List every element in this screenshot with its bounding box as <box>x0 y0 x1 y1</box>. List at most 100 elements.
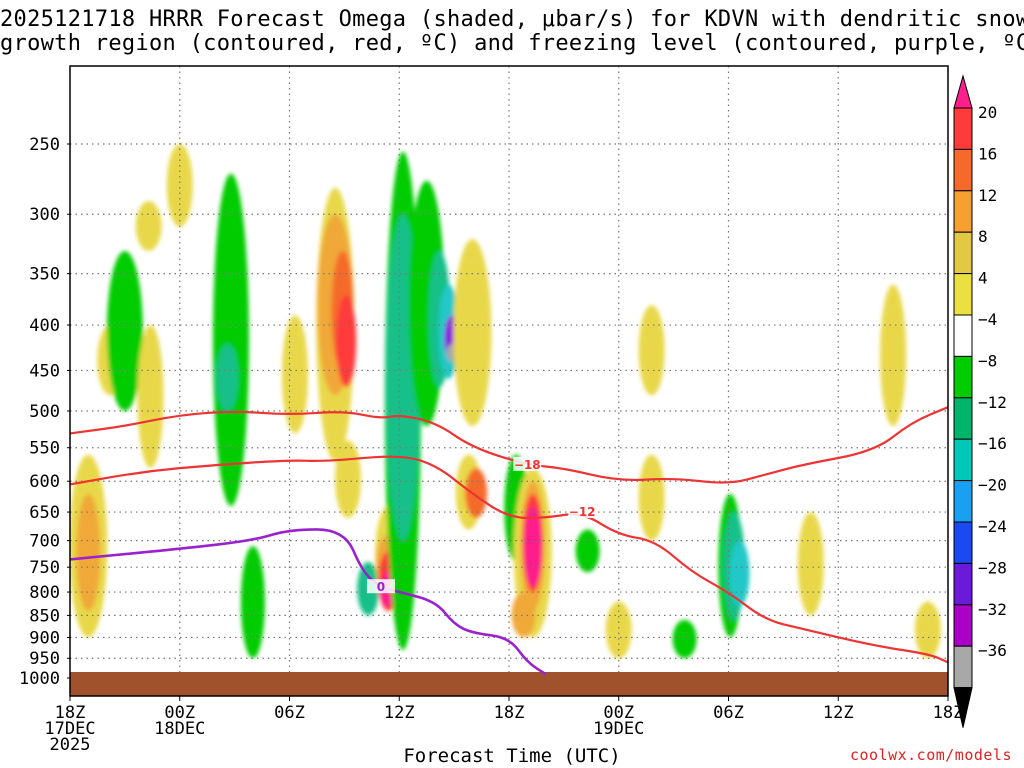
x-tick-label-1-1: 18DEC <box>154 719 205 739</box>
x-tick-label-4-0: 18Z <box>494 703 525 723</box>
colorbar-swatch-12 <box>953 562 973 606</box>
omega-cell-6 <box>166 144 193 227</box>
x-tick-label-5-0: 00Z <box>603 703 634 723</box>
x-tick-label-2-0: 06Z <box>274 703 305 723</box>
colorbar-swatch-11 <box>953 521 973 564</box>
colorbar-label-13: −36 <box>978 641 1007 660</box>
x-tick-label-0-1: 17DEC <box>44 719 95 739</box>
colorbar: 20 16 12 8 4 −4 −8 −12 −16 −20 −24 −28 −32 −36 <box>953 74 1007 728</box>
colorbar-swatch-6 <box>953 314 973 357</box>
omega-cell-4 <box>135 201 162 251</box>
credit-link[interactable]: coolwx.com/models <box>849 746 1012 764</box>
y-axis: 2503003504004505005506006507007508008509… <box>19 135 70 689</box>
colorbar-label-7: −12 <box>978 393 1007 412</box>
omega-cell-41 <box>672 619 697 659</box>
chart-title-line-1: 2025121718 HRRR Forecast Omega (shaded, … <box>0 7 1024 32</box>
omega-cell-7 <box>212 173 249 507</box>
contour-label-0: −18 <box>514 458 541 472</box>
contour-label-bg-0 <box>513 456 542 471</box>
colorbar-label-10: −24 <box>978 517 1007 536</box>
omega-cell-47 <box>914 601 941 659</box>
omega-cell-28 <box>453 239 492 427</box>
y-tick-label-400: 400 <box>29 316 60 336</box>
y-tick-label-950: 950 <box>29 649 60 669</box>
y-tick-label-350: 350 <box>29 265 60 285</box>
y-tick-label-850: 850 <box>29 606 60 626</box>
colorbar-label-3: 8 <box>978 227 988 246</box>
grid-lines <box>70 66 948 696</box>
omega-cell-37 <box>575 529 600 573</box>
colorbar-swatch-14 <box>953 645 973 689</box>
omega-cell-15 <box>335 440 362 518</box>
y-tick-label-600: 600 <box>29 472 60 492</box>
omega-cell-45 <box>797 512 824 616</box>
colorbar-label-12: −32 <box>978 600 1007 619</box>
colorbar-swatch-4 <box>953 231 973 275</box>
omega-cell-8 <box>216 343 239 412</box>
contour-lines: −18 −12 0 <box>70 406 948 676</box>
omega-cell-44 <box>729 540 750 607</box>
x-tick-label-7-0: 12Z <box>823 703 854 723</box>
omega-cell-10 <box>281 315 308 434</box>
omega-cell-9 <box>240 546 265 659</box>
x-tick-label-0-0: 18Z <box>55 703 86 723</box>
omega-cell-38 <box>605 601 632 659</box>
omega-shading <box>70 144 941 659</box>
x-tick-label-6-0: 06Z <box>713 703 744 723</box>
colorbar-swatch-8 <box>953 397 973 440</box>
y-tick-label-500: 500 <box>29 402 60 422</box>
contour-line-2 <box>70 528 547 676</box>
contour-label-bg-2 <box>366 579 395 594</box>
contour-line-1 <box>70 455 948 664</box>
colorbar-label-6: −8 <box>978 351 997 370</box>
omega-cell-39 <box>638 454 665 541</box>
y-tick-label-650: 650 <box>29 503 60 523</box>
colorbar-label-11: −28 <box>978 558 1007 577</box>
x-tick-label-5-1: 19DEC <box>593 719 644 739</box>
colorbar-swatch-2 <box>953 148 973 192</box>
colorbar-label-8: −16 <box>978 434 1007 453</box>
colorbar-swatch-3 <box>953 190 973 233</box>
omega-cell-30 <box>465 468 488 518</box>
colorbar-swatch-13 <box>953 604 973 647</box>
y-tick-label-450: 450 <box>29 361 60 381</box>
y-tick-label-1000: 1000 <box>19 669 60 689</box>
y-tick-label-250: 250 <box>29 135 60 155</box>
y-tick-label-750: 750 <box>29 558 60 578</box>
omega-cell-5 <box>137 325 164 469</box>
colorbar-bottom-arrow <box>953 687 973 728</box>
colorbar-swatch-10 <box>953 480 973 523</box>
colorbar-label-1: 16 <box>978 144 997 163</box>
omega-cell-3 <box>106 250 143 411</box>
colorbar-label-2: 12 <box>978 186 997 205</box>
x-tick-label-8-0: 18Z <box>933 703 964 723</box>
x-axis-title: Forecast Time (UTC) <box>403 745 621 767</box>
y-tick-label-550: 550 <box>29 439 60 459</box>
colorbar-swatch-1 <box>953 107 973 150</box>
omega-cell-35 <box>523 506 542 588</box>
y-tick-label-700: 700 <box>29 532 60 552</box>
y-tick-label-300: 300 <box>29 205 60 225</box>
colorbar-top-arrow <box>953 74 973 109</box>
colorbar-label-9: −20 <box>978 476 1007 495</box>
chart-title-line-2: growth region (contoured, red, ºC) and f… <box>0 31 1024 56</box>
colorbar-label-5: −4 <box>978 310 997 329</box>
contour-label-bg-1 <box>568 504 597 519</box>
y-tick-label-800: 800 <box>29 583 60 603</box>
y-tick-label-900: 900 <box>29 628 60 648</box>
colorbar-swatch-5 <box>953 273 973 316</box>
x-tick-label-1-0: 00Z <box>164 703 195 723</box>
contour-label-1: −12 <box>569 505 596 519</box>
terrain-ground <box>70 672 948 696</box>
colorbar-swatch-9 <box>953 438 973 482</box>
omega-cell-1 <box>76 493 101 611</box>
colorbar-label-0: 20 <box>978 103 997 122</box>
omega-cell-46 <box>880 284 907 427</box>
x-tick-label-0-2: 2025 <box>50 735 91 755</box>
colorbar-label-4: 4 <box>978 269 988 288</box>
contour-line-0 <box>70 406 948 484</box>
omega-cell-40 <box>638 305 665 396</box>
contour-label-2: 0 <box>377 580 385 594</box>
